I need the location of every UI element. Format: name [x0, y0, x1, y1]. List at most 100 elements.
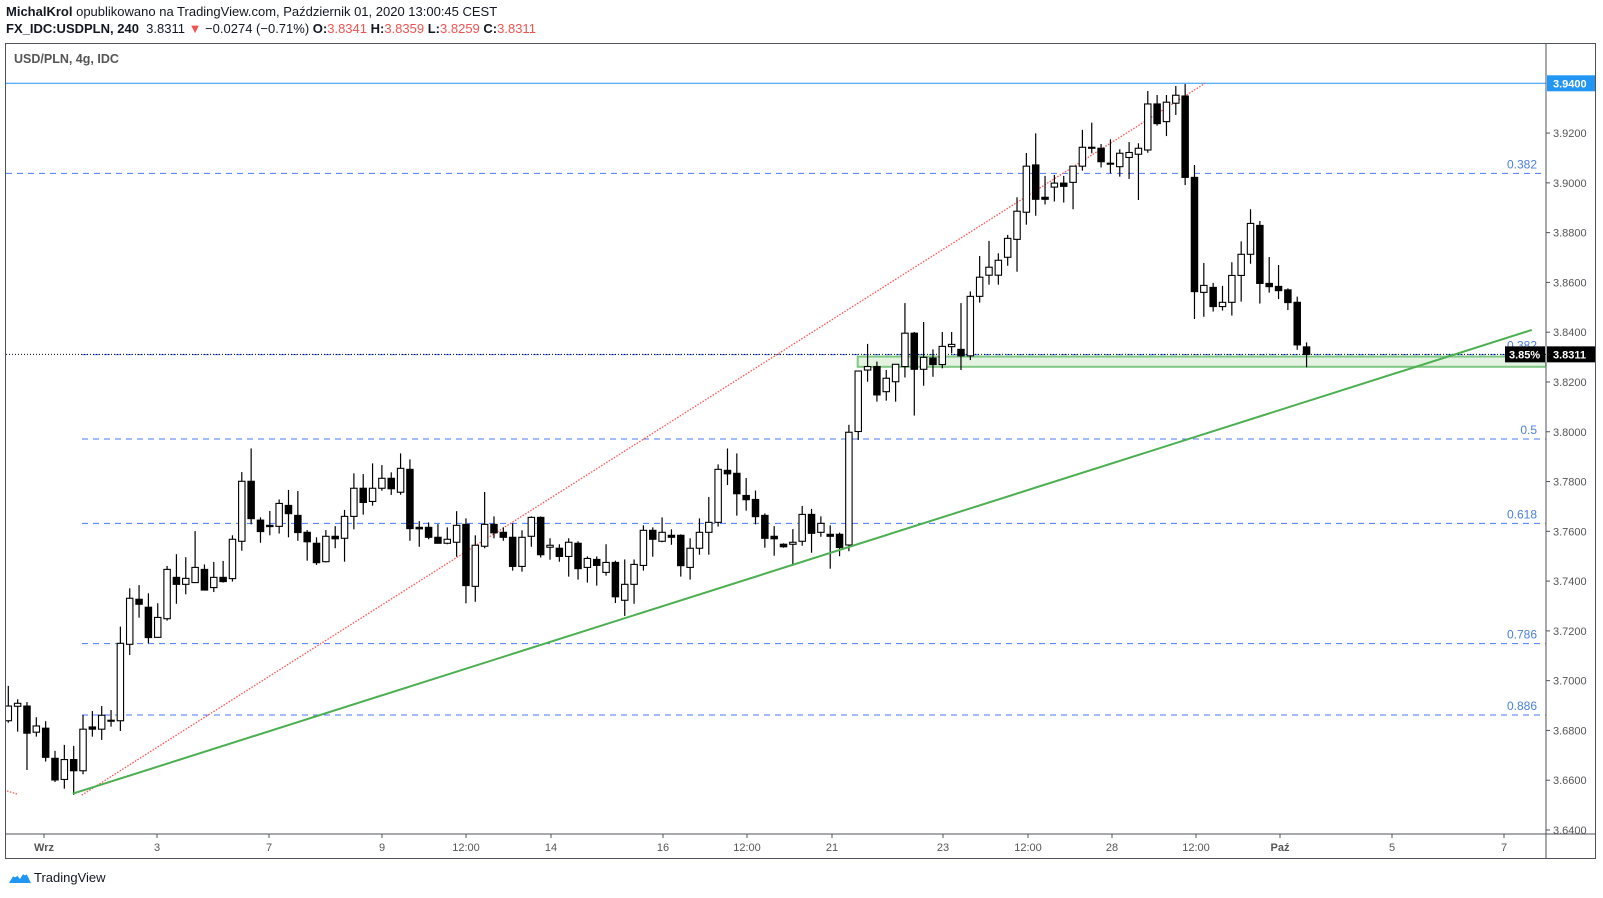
candle	[23, 702, 31, 771]
candle-body	[620, 583, 629, 601]
close-value: 3.8311	[497, 21, 536, 36]
price-axis-label: 3.8000	[1553, 427, 1587, 439]
candle	[1162, 94, 1171, 137]
candle-body	[536, 516, 545, 556]
candle-body	[471, 544, 480, 587]
candle-body	[546, 544, 554, 548]
candle	[527, 516, 536, 547]
candle-body	[434, 536, 442, 544]
candle	[294, 490, 302, 541]
candle-body	[256, 519, 265, 533]
candle-body	[303, 531, 311, 543]
candle	[1125, 142, 1133, 179]
candle-body	[873, 365, 881, 396]
candle-body	[826, 533, 834, 537]
candle	[88, 711, 97, 737]
time-axis-label: 16	[657, 842, 669, 854]
candle-body	[228, 538, 237, 580]
chart-frame[interactable]	[5, 43, 1596, 859]
symbol-info: FX_IDC:USDPLN, 240 3.8311 ▼ −0.0274 (−0.…	[6, 21, 536, 36]
candle-body	[1190, 176, 1199, 293]
publish-text: opublikowano na TradingView.com, Paździe…	[76, 4, 498, 19]
candle	[1209, 282, 1217, 312]
candle	[919, 321, 928, 386]
candle-body	[1078, 146, 1087, 167]
candle-body	[247, 480, 255, 520]
candle	[994, 253, 1003, 285]
candle	[396, 453, 405, 495]
candle-body	[1172, 94, 1180, 104]
fib-level-label: 0.5	[1520, 423, 1537, 437]
candle-body	[639, 529, 648, 566]
tradingview-brand[interactable]: TradingView	[8, 869, 106, 885]
candle	[228, 535, 237, 582]
candle-body	[1218, 301, 1227, 308]
candle	[667, 529, 676, 545]
candle	[677, 534, 685, 577]
candle	[536, 516, 545, 558]
candle	[854, 370, 862, 440]
candle-body	[863, 365, 872, 371]
candle-body	[686, 547, 694, 568]
candle-body	[238, 480, 246, 542]
candle	[191, 531, 199, 584]
candle	[1190, 164, 1199, 320]
candle-body	[1059, 182, 1068, 187]
candle-body	[60, 759, 69, 781]
candle-body	[929, 357, 937, 366]
candle	[1302, 342, 1311, 368]
candle	[863, 343, 872, 382]
current-price-label: 3.8311	[1553, 349, 1586, 361]
candle	[1144, 91, 1152, 153]
candle-body	[69, 759, 78, 772]
candle	[985, 240, 993, 285]
candle-body	[770, 535, 778, 540]
candle-body	[1050, 182, 1059, 188]
candle	[284, 490, 293, 538]
price-axis-label: 3.8800	[1553, 228, 1587, 240]
candle	[1106, 139, 1115, 174]
price-axis-label: 3.7000	[1553, 676, 1587, 688]
candle	[845, 424, 853, 552]
candle	[322, 530, 330, 563]
candle	[247, 448, 255, 525]
candle-body	[667, 534, 676, 538]
candle-body	[1087, 146, 1096, 149]
candle-body	[1256, 224, 1264, 284]
candle-body	[583, 557, 592, 568]
candle	[798, 505, 806, 546]
symbol-label: FX_IDC:USDPLN, 240	[6, 21, 139, 36]
candle	[882, 370, 891, 401]
time-axis-label: 14	[545, 842, 557, 854]
candle	[182, 557, 190, 595]
candle	[256, 517, 265, 543]
candle	[60, 744, 69, 789]
candle-body	[1162, 101, 1171, 123]
candle	[901, 303, 909, 378]
candle-body	[1200, 284, 1208, 293]
candle	[1059, 175, 1068, 203]
candle-body	[910, 332, 919, 370]
candle	[499, 527, 508, 541]
support-zone	[856, 355, 1546, 368]
candle-body	[1134, 147, 1143, 155]
red-trendline	[81, 82, 1206, 796]
candle-body	[882, 377, 891, 393]
candle	[1246, 209, 1255, 264]
candle	[107, 710, 115, 727]
author-name[interactable]: MichalKrol	[6, 4, 73, 19]
candle-body	[406, 468, 414, 530]
candle	[1022, 152, 1031, 225]
candle-body	[116, 642, 125, 722]
candle	[583, 556, 592, 583]
candle	[789, 529, 797, 566]
candle	[1050, 174, 1059, 202]
candle-body	[695, 531, 704, 549]
candle-body	[322, 535, 330, 563]
candle	[630, 559, 638, 604]
candle	[125, 588, 134, 656]
close-label: C:	[483, 21, 498, 36]
candle-body	[1116, 152, 1124, 168]
